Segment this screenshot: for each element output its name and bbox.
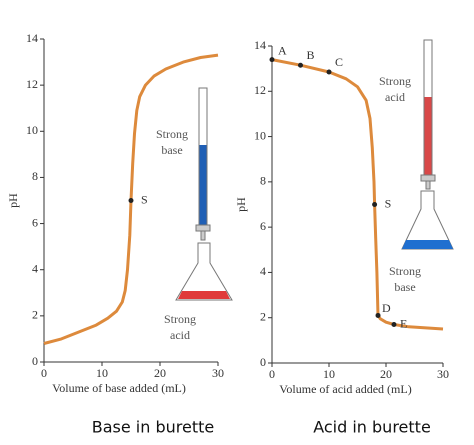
caption: Acid in burette [313, 418, 431, 437]
x-tick-label: 0 [41, 366, 47, 380]
x-tick-label: 10 [96, 366, 108, 380]
titration-curve [271, 58, 444, 331]
y-tick-label: 0 [260, 355, 266, 369]
y-tick-label: 6 [260, 219, 266, 233]
point-marker [269, 57, 275, 63]
x-tick-label: 10 [323, 367, 335, 381]
illustration-label: Strong [389, 264, 421, 278]
y-tick-label: 2 [32, 308, 38, 322]
y-axis-label: pH [6, 193, 20, 208]
point-marker [298, 62, 303, 68]
y-tick-label: 4 [260, 264, 266, 278]
illustration-label: base [161, 143, 182, 157]
y-tick-label: 10 [26, 123, 38, 137]
y-tick-label: 8 [32, 169, 38, 183]
y-tick-label: 14 [26, 31, 38, 45]
illustration-label: acid [170, 328, 190, 342]
y-tick-label: 10 [254, 128, 266, 142]
point-marker [128, 198, 134, 203]
y-tick-label: 0 [32, 354, 38, 368]
y-tick-label: 4 [32, 261, 38, 275]
y-tick-label: 14 [254, 38, 266, 52]
y-axis-label: pH [234, 197, 248, 212]
burette-illustration [175, 87, 233, 301]
point-marker [375, 312, 381, 318]
y-tick-label: 12 [26, 77, 38, 91]
point-label: S [141, 192, 148, 206]
illustration-label: acid [385, 90, 405, 104]
point-marker [372, 202, 378, 207]
illustration-label: Strong [164, 312, 196, 326]
y-tick-label: 12 [254, 83, 266, 97]
y-tick-label: 8 [260, 174, 266, 188]
x-tick-label: 30 [212, 366, 224, 380]
point-label: B [307, 48, 315, 62]
x-tick-label: 0 [269, 367, 275, 381]
x-axis-label: Volume of acid added (mL) [279, 382, 411, 396]
illustration-label: Strong [379, 74, 411, 88]
x-tick-label: 20 [380, 367, 392, 381]
point-label: E [400, 316, 407, 330]
burette-illustration [401, 39, 454, 250]
illustration-label: Strong [156, 127, 188, 141]
x-tick-label: 20 [154, 366, 166, 380]
caption: Base in burette [92, 418, 214, 437]
illustration-label: base [394, 280, 415, 294]
point-label: C [335, 55, 343, 69]
y-tick-label: 2 [260, 309, 266, 323]
x-axis-label: Volume of base added (mL) [52, 381, 186, 395]
y-tick-label: 6 [32, 215, 38, 229]
x-tick-label: 30 [437, 367, 449, 381]
point-marker [326, 69, 332, 75]
point-label: A [278, 43, 287, 57]
point-label: D [382, 301, 391, 315]
point-label: S [385, 196, 392, 210]
point-marker [391, 322, 397, 328]
